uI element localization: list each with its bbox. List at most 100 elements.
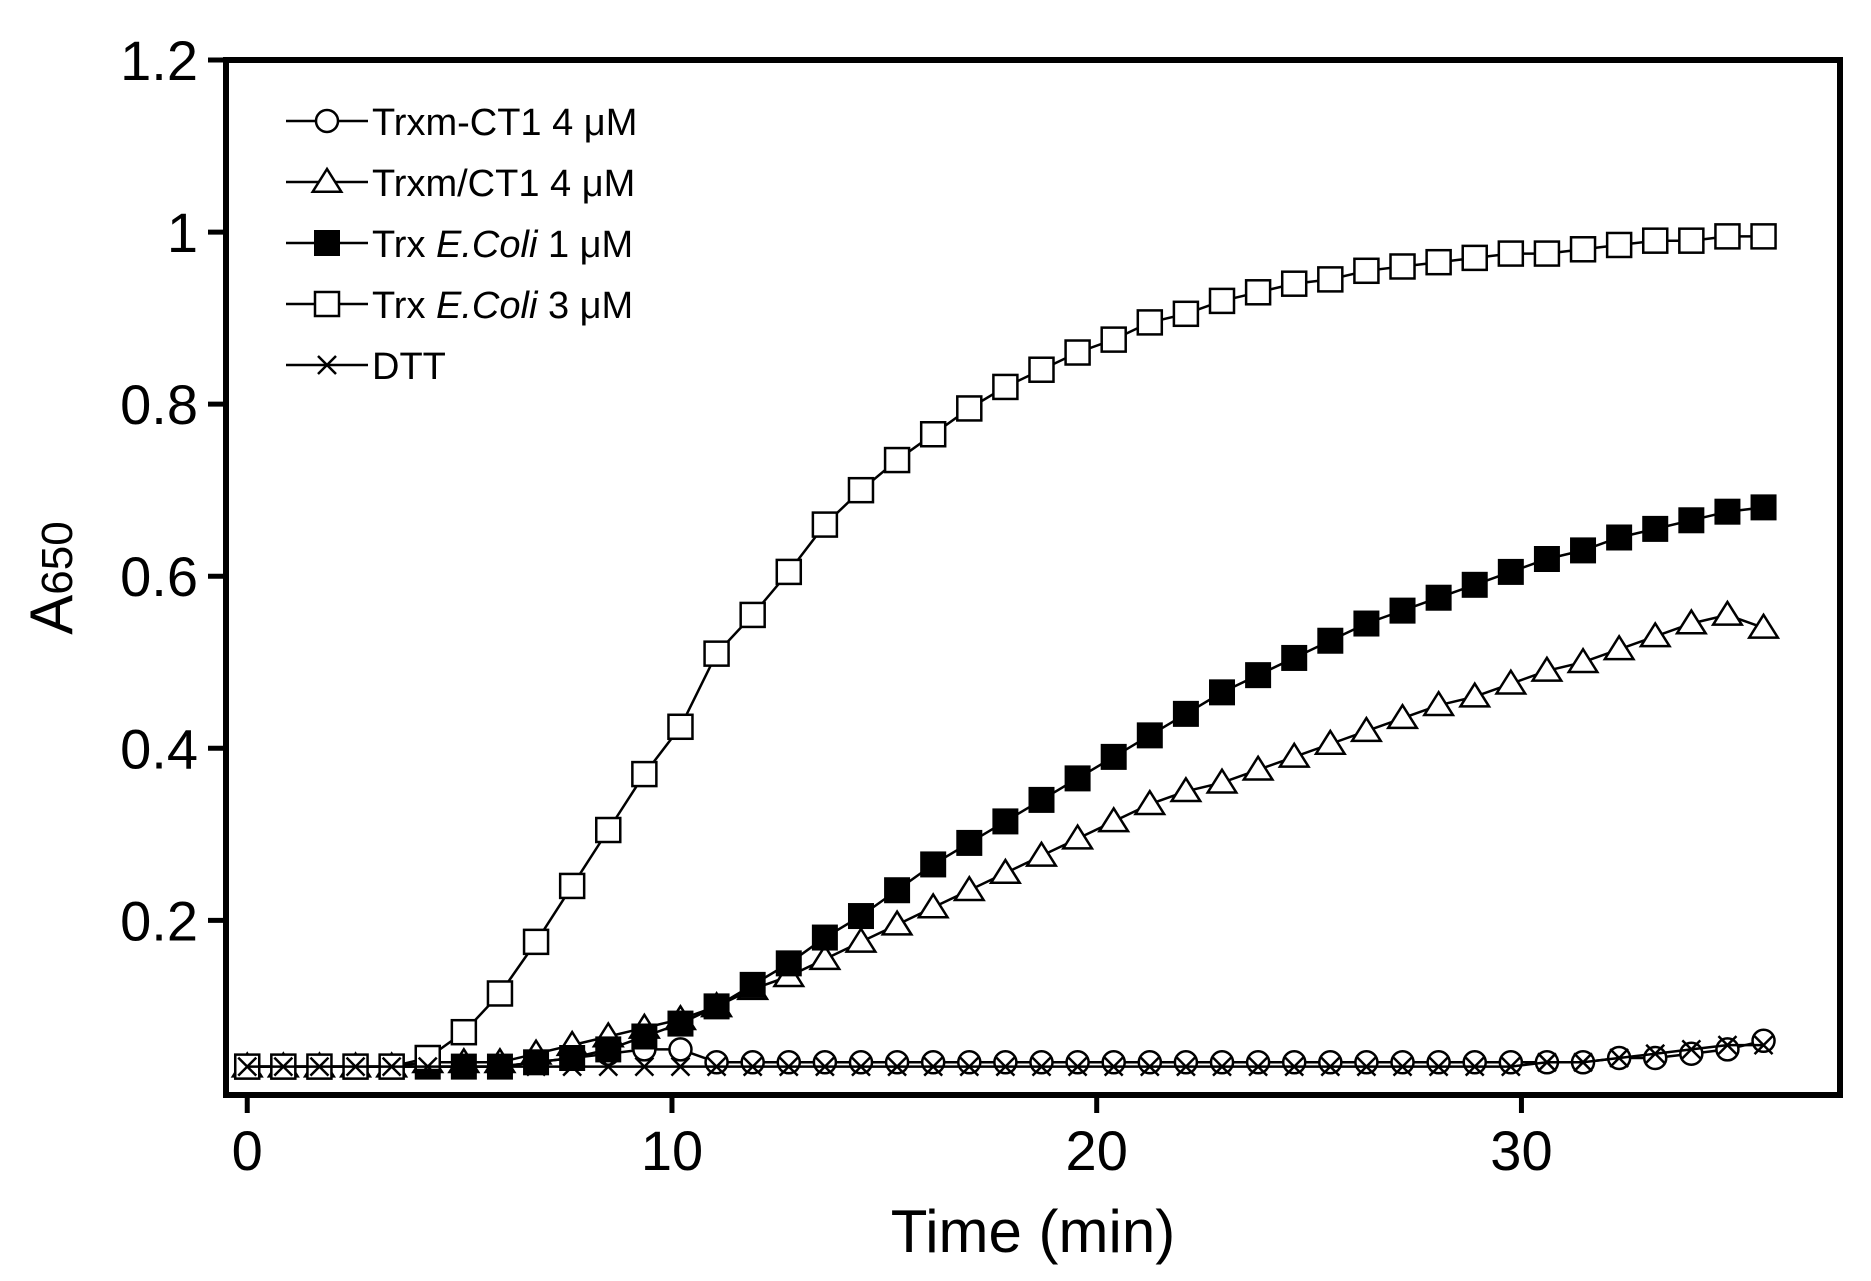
data-point <box>526 1056 546 1077</box>
data-point <box>920 1050 946 1075</box>
legend-label-italic: E.Coli <box>436 285 539 327</box>
data-point <box>1461 244 1488 272</box>
data-point <box>847 903 874 930</box>
data-point <box>1353 610 1380 637</box>
data-point <box>1390 1050 1415 1075</box>
data-point <box>1281 1050 1307 1075</box>
data-point <box>1356 1056 1377 1077</box>
data-point <box>778 1056 799 1077</box>
data-point <box>1100 326 1127 353</box>
data-point <box>1494 668 1528 695</box>
data-point <box>1245 662 1272 689</box>
y-axis-title-main: A <box>18 595 85 635</box>
x-tick-label: 30 <box>1490 1119 1552 1182</box>
data-point <box>345 1056 366 1077</box>
data-point <box>1137 1050 1163 1075</box>
data-point <box>1097 806 1131 833</box>
data-point <box>740 1050 765 1075</box>
data-point <box>776 1050 802 1075</box>
data-point <box>1714 223 1741 250</box>
data-point <box>523 1049 550 1076</box>
data-point <box>992 373 1019 401</box>
data-point <box>1241 754 1275 781</box>
y-tick-label: 0.2 <box>120 889 198 952</box>
data-point <box>1245 1050 1271 1075</box>
data-point <box>1566 646 1600 674</box>
data-point <box>1317 266 1344 293</box>
y-axis-title-subscript: 650 <box>33 521 82 594</box>
data-point <box>706 1056 727 1077</box>
axis-layer: 0 10 20 30 0.2 0.4 0.6 0.8 1 1.2 <box>120 29 1552 1182</box>
legend-item: Trxm-CT1 4 μM <box>286 102 637 144</box>
data-point <box>1717 1035 1738 1055</box>
data-point <box>595 1036 622 1063</box>
data-point <box>1028 786 1055 813</box>
data-point <box>1061 823 1095 850</box>
data-point <box>1645 1043 1666 1064</box>
data-point <box>1349 715 1383 743</box>
data-point <box>1638 621 1672 648</box>
data-point <box>1425 248 1452 276</box>
data-point <box>995 1056 1016 1077</box>
data-point <box>1497 240 1525 267</box>
legend-label-part: Trx <box>372 285 436 327</box>
y-tick-label: 0.6 <box>120 545 198 608</box>
data-point <box>1681 1039 1702 1060</box>
data-point <box>1169 775 1203 803</box>
data-point <box>309 1056 330 1077</box>
data-point <box>1248 1056 1268 1077</box>
data-point <box>450 1018 478 1046</box>
data-point <box>1389 597 1416 624</box>
data-point <box>1101 1050 1126 1075</box>
data-point <box>1642 515 1669 542</box>
series-line <box>247 235 1764 1068</box>
x-tick-label: 10 <box>641 1119 703 1182</box>
data-point <box>486 980 514 1007</box>
data-point <box>1244 279 1272 306</box>
data-point <box>631 760 658 788</box>
data-point <box>1313 728 1347 755</box>
data-point <box>1678 227 1705 254</box>
data-point <box>1209 1050 1235 1075</box>
data-point <box>1497 558 1524 585</box>
data-point <box>1678 507 1705 534</box>
data-point <box>844 926 878 953</box>
data-point <box>1172 300 1200 328</box>
data-point <box>1573 1052 1593 1073</box>
data-point <box>1133 788 1167 816</box>
data-point <box>1029 1050 1054 1075</box>
data-point <box>883 446 911 474</box>
data-point <box>631 1023 658 1050</box>
data-point <box>887 1056 907 1077</box>
data-point <box>1426 1050 1451 1075</box>
series-line <box>247 613 1764 1068</box>
data-point <box>957 1050 982 1075</box>
data-point <box>739 601 766 629</box>
legend-marker <box>314 230 340 256</box>
data-point <box>1609 1048 1630 1068</box>
data-point <box>884 1050 910 1075</box>
legend-marker <box>314 108 340 134</box>
legend-item: Trx E.Coli 3 μM <box>286 285 633 327</box>
data-point <box>1064 339 1091 366</box>
data-point <box>1065 1050 1090 1075</box>
data-point <box>1318 1050 1343 1075</box>
data-point <box>667 713 694 741</box>
legend-label-italic: E.Coli <box>436 224 539 266</box>
data-point <box>1537 1052 1557 1073</box>
legend-item: Trx E.Coli 1 μM <box>286 224 633 266</box>
data-point <box>704 1050 729 1075</box>
data-point <box>919 421 947 448</box>
data-point <box>880 909 914 936</box>
data-point <box>1428 1056 1449 1077</box>
data-point <box>1750 223 1777 250</box>
data-point <box>1320 1056 1341 1077</box>
data-point <box>1533 546 1560 573</box>
data-point <box>1570 537 1597 564</box>
data-point <box>992 808 1019 835</box>
data-point <box>1280 270 1308 297</box>
data-point <box>1212 1056 1232 1077</box>
data-point <box>952 874 986 902</box>
data-point <box>811 924 838 951</box>
legend-marker <box>310 166 344 193</box>
